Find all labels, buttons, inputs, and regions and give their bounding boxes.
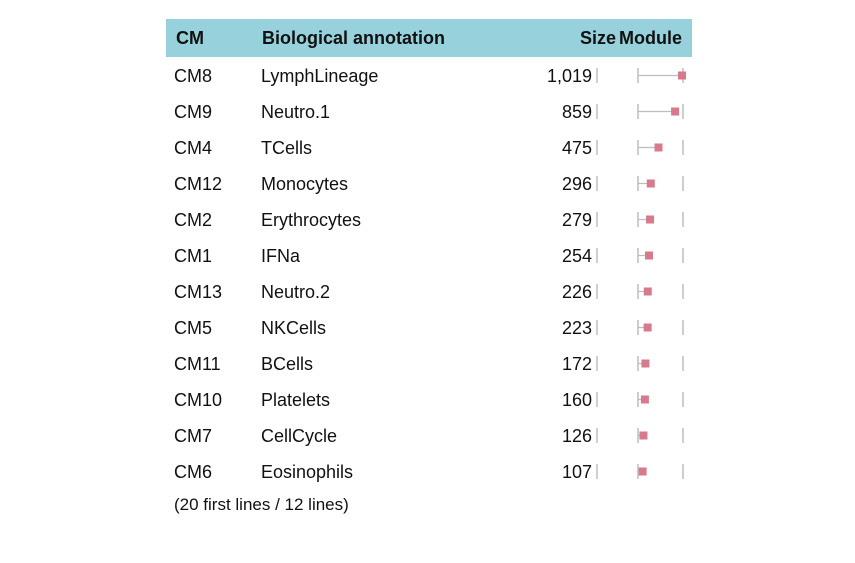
size-bar xyxy=(596,248,598,263)
header-cm: CM xyxy=(176,28,204,48)
module-sparkline xyxy=(637,140,684,155)
size-bar xyxy=(596,320,598,335)
cell-annotation: IFNa xyxy=(261,246,301,266)
module-sparkline xyxy=(637,284,684,299)
cell-size: 160 xyxy=(561,390,592,410)
cell-annotation: LymphLineage xyxy=(261,66,379,86)
module-marker xyxy=(671,107,680,116)
cell-annotation: Neutro.2 xyxy=(261,282,331,302)
module-table: CM Biological annotation Size Module CM8… xyxy=(166,19,692,515)
cell-cm: CM11 xyxy=(174,354,221,374)
table-row: CM13 Neutro.2 226 xyxy=(166,273,692,309)
cell-annotation: Platelets xyxy=(261,390,331,410)
cell-cm: CM4 xyxy=(174,138,213,158)
module-sparkline xyxy=(637,248,684,263)
cell-size: 296 xyxy=(561,174,592,194)
module-sparkline xyxy=(637,356,684,371)
module-sparkline xyxy=(637,392,684,407)
cell-annotation: TCells xyxy=(261,138,313,158)
table-body: CM8 LymphLineage 1,019 CM9 Neutro.1 859 CM4 TCe… xyxy=(166,57,692,489)
module-marker xyxy=(646,179,655,188)
size-bar xyxy=(596,392,598,407)
size-bar xyxy=(596,104,598,119)
cell-annotation: Monocytes xyxy=(261,174,349,194)
module-sparkline xyxy=(637,68,686,83)
table-row: CM8 LymphLineage 1,019 xyxy=(166,57,692,93)
size-bar xyxy=(596,428,598,443)
size-bar xyxy=(596,464,598,479)
cell-size: 475 xyxy=(561,138,592,158)
module-marker xyxy=(639,431,648,440)
cell-cm: CM10 xyxy=(174,390,223,410)
cell-cm: CM9 xyxy=(174,102,213,122)
module-marker xyxy=(638,467,647,476)
size-bar xyxy=(596,68,598,83)
module-sparkline xyxy=(637,176,684,191)
module-sparkline xyxy=(637,428,684,443)
cell-cm: CM1 xyxy=(174,246,213,266)
table-row: CM10 Platelets 160 xyxy=(166,381,692,417)
cell-size: 172 xyxy=(561,354,592,374)
table-row: CM5 NKCells 223 xyxy=(166,309,692,345)
cell-size: 126 xyxy=(561,426,592,446)
module-marker xyxy=(678,71,686,80)
table-footer: (20 first lines / 12 lines) xyxy=(174,495,349,514)
size-bar xyxy=(596,176,598,191)
cell-annotation: NKCells xyxy=(261,318,327,338)
cell-size: 1,019 xyxy=(546,66,592,86)
header-annotation: Biological annotation xyxy=(262,28,445,48)
table-row: CM6 Eosinophils 107 xyxy=(166,453,692,489)
cell-size: 254 xyxy=(561,246,592,266)
table-row: CM11 BCells 172 xyxy=(166,345,692,381)
cell-cm: CM5 xyxy=(174,318,213,338)
module-marker xyxy=(641,359,650,368)
cell-annotation: CellCycle xyxy=(261,426,338,446)
cell-size: 859 xyxy=(561,102,592,122)
table-row: CM12 Monocytes 296 xyxy=(166,165,692,201)
cell-cm: CM2 xyxy=(174,210,213,230)
size-bar xyxy=(596,140,598,155)
cell-cm: CM7 xyxy=(174,426,213,446)
module-marker xyxy=(646,215,655,224)
cell-size: 226 xyxy=(561,282,592,302)
table-row: CM9 Neutro.1 859 xyxy=(166,93,692,129)
module-marker xyxy=(643,287,652,296)
cell-annotation: Neutro.1 xyxy=(261,102,331,122)
cell-cm: CM6 xyxy=(174,462,213,482)
header-module: Module xyxy=(619,28,682,48)
module-marker xyxy=(640,395,649,404)
header-size: Size xyxy=(579,28,616,48)
module-marker xyxy=(643,323,652,332)
cell-annotation: Eosinophils xyxy=(261,462,354,482)
cell-size: 279 xyxy=(561,210,592,230)
table-row: CM4 TCells 475 xyxy=(166,129,692,165)
module-sparkline xyxy=(637,464,684,479)
cell-cm: CM12 xyxy=(174,174,223,194)
cell-annotation: BCells xyxy=(261,354,314,374)
module-sparkline xyxy=(637,320,684,335)
module-sparkline xyxy=(637,212,684,227)
module-marker xyxy=(644,251,653,260)
table-header: CM Biological annotation Size Module xyxy=(166,19,692,57)
cell-cm: CM8 xyxy=(174,66,213,86)
cell-annotation: Erythrocytes xyxy=(261,210,362,230)
cell-size: 223 xyxy=(561,318,592,338)
table-row: CM7 CellCycle 126 xyxy=(166,417,692,453)
module-marker xyxy=(654,143,663,152)
size-bar xyxy=(596,284,598,299)
size-bar xyxy=(596,356,598,371)
cell-size: 107 xyxy=(561,462,592,482)
size-bar xyxy=(596,212,598,227)
table-row: CM2 Erythrocytes 279 xyxy=(166,201,692,237)
cell-cm: CM13 xyxy=(174,282,223,302)
table-row: CM1 IFNa 254 xyxy=(166,237,692,273)
module-sparkline xyxy=(637,104,684,119)
